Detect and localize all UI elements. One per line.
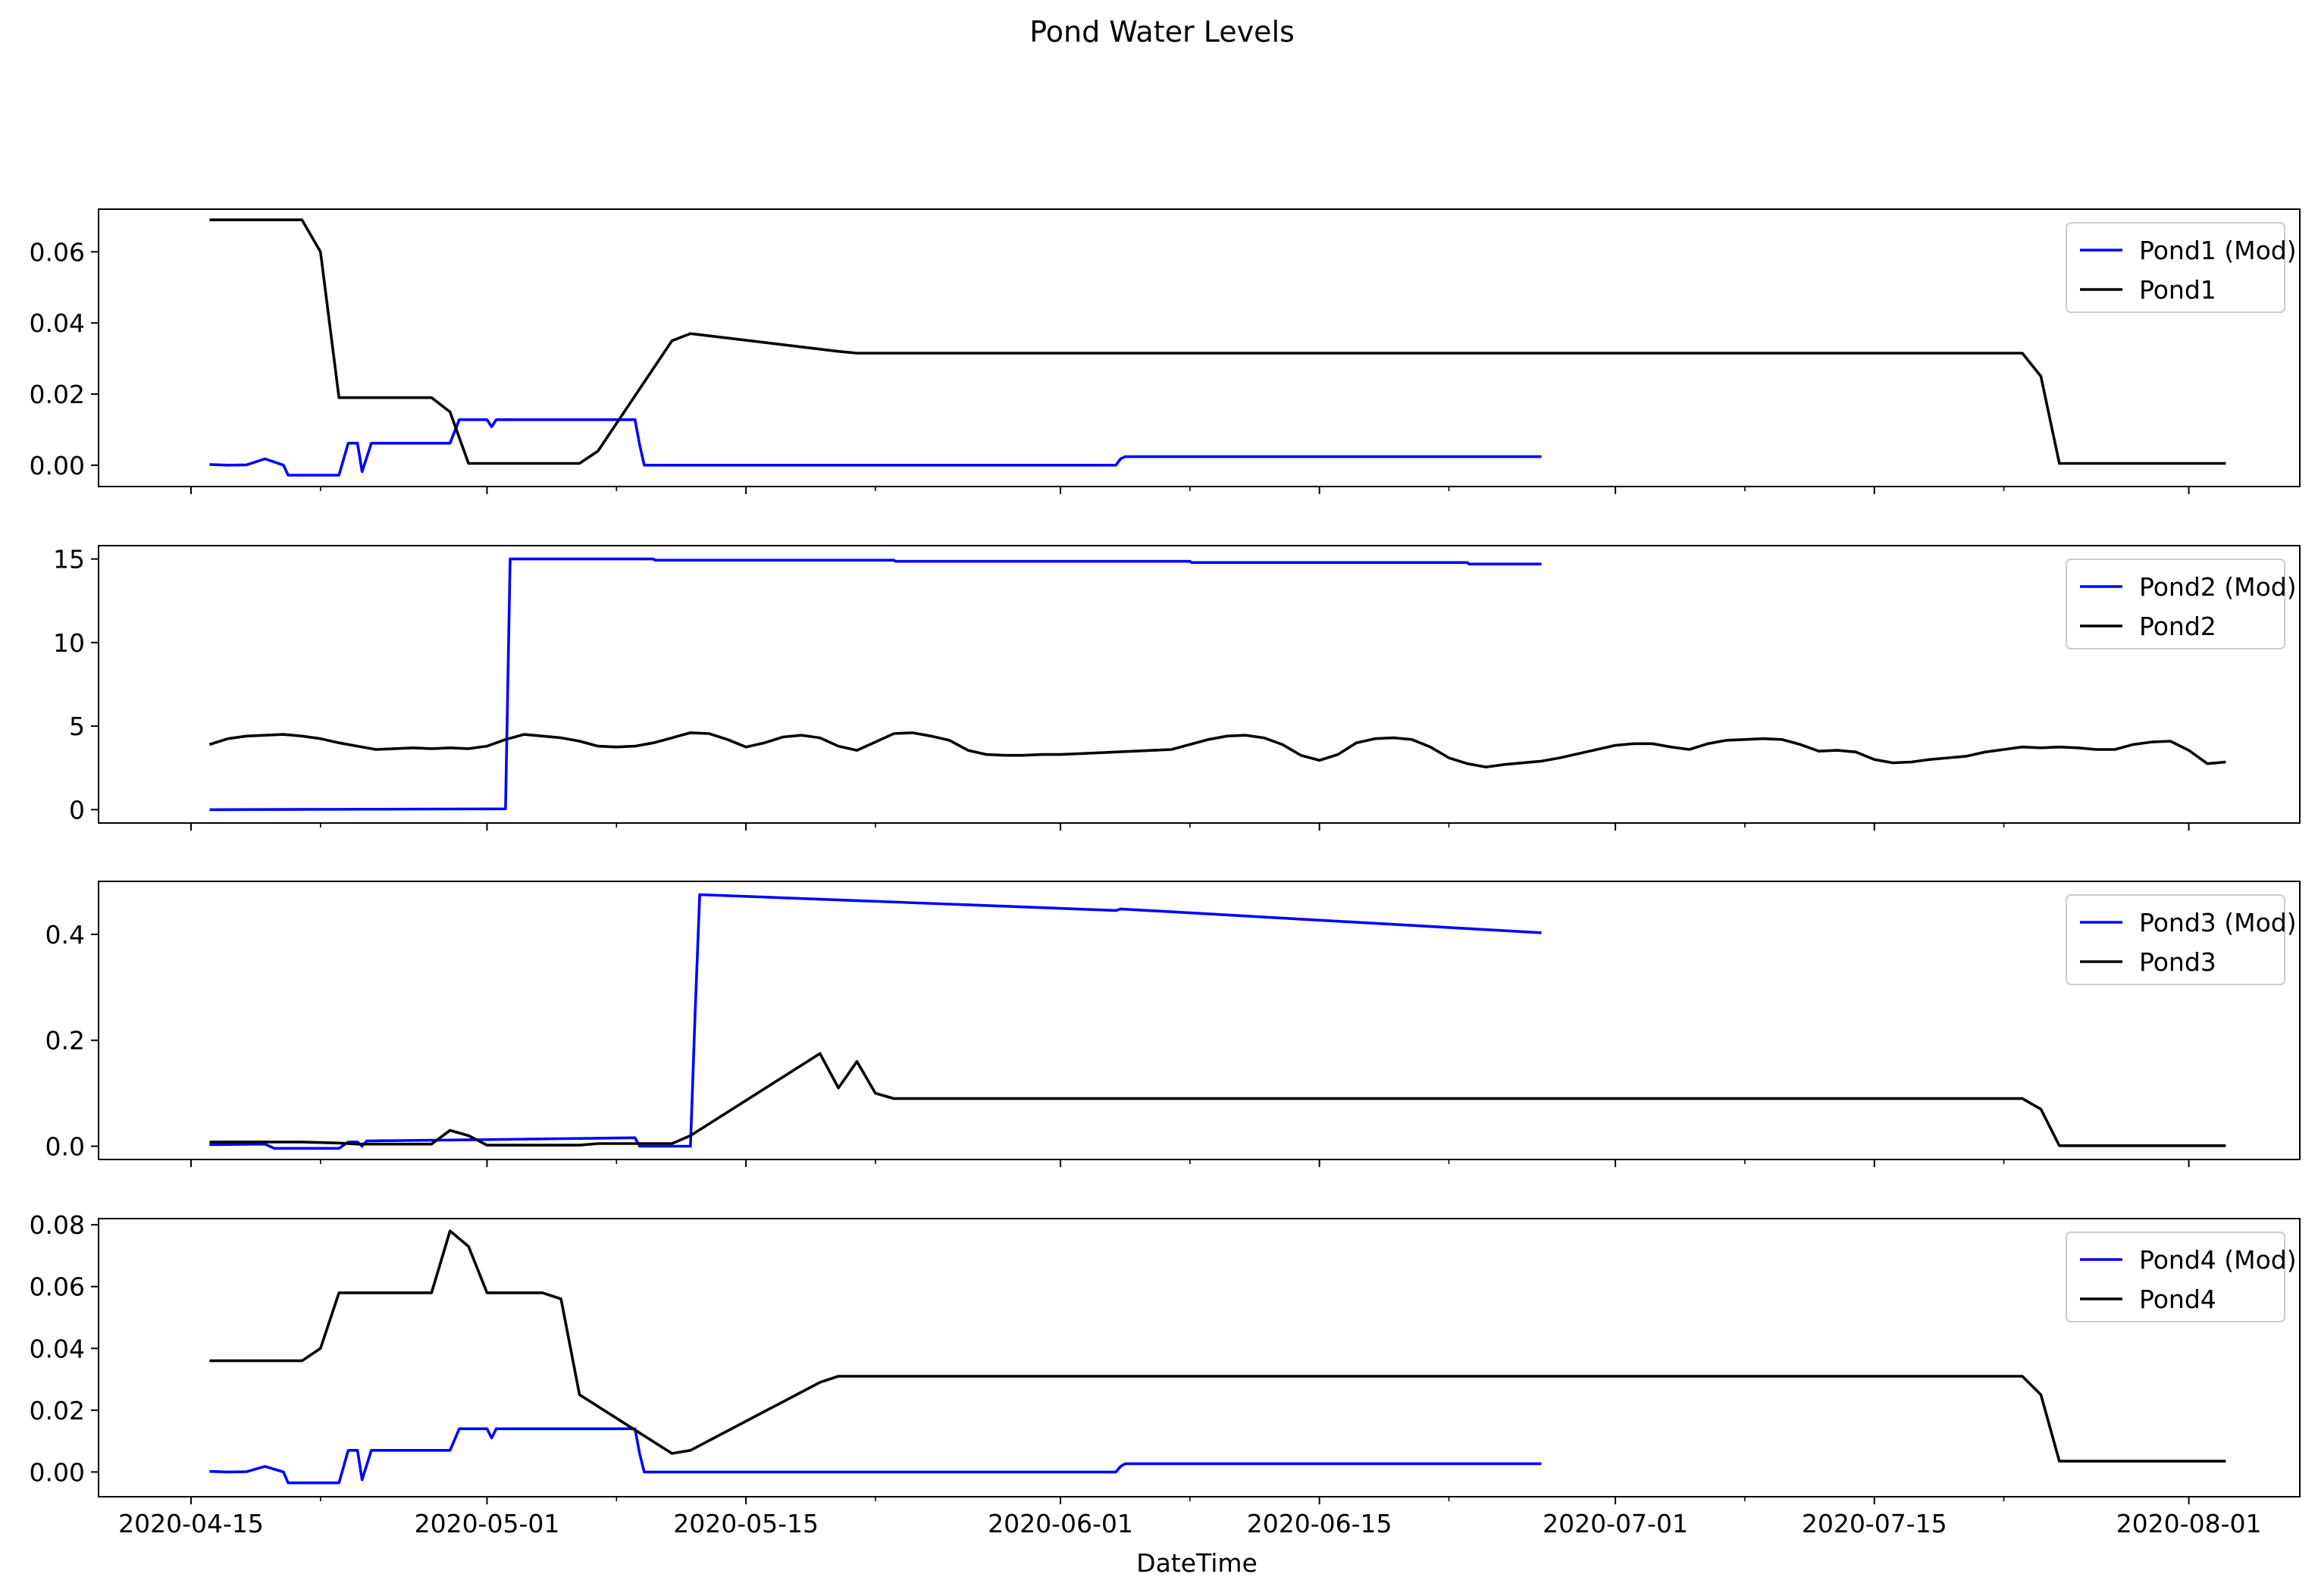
x-tick-label: 2020-05-15 xyxy=(673,1509,819,1538)
x-tick-label: 2020-06-01 xyxy=(988,1509,1133,1538)
y-tick-label: 0.00 xyxy=(30,451,85,480)
series-line-pond1-mod xyxy=(209,418,1542,477)
y-tick-label: 0 xyxy=(69,795,85,825)
y-tick-label: 10 xyxy=(53,628,85,658)
x-tick-label: 2020-08-01 xyxy=(2116,1509,2262,1538)
legend-label: Pond3 xyxy=(2139,947,2216,977)
y-tick-label: 0.0 xyxy=(45,1132,85,1162)
legend-label: Pond4 (Mod) xyxy=(2139,1245,2297,1275)
series-line-pond4 xyxy=(209,1229,2226,1463)
legend-label: Pond1 xyxy=(2139,275,2216,305)
legend: Pond4 (Mod) Pond4 xyxy=(2066,1231,2297,1322)
legend-label: Pond2 xyxy=(2139,612,2216,641)
legend-label: Pond3 (Mod) xyxy=(2139,908,2297,937)
axes-frame xyxy=(98,208,2301,487)
y-tick-label: 5 xyxy=(69,712,85,741)
x-tick-label: 2020-07-01 xyxy=(1543,1509,1688,1538)
y-tick-label: 0.08 xyxy=(30,1210,85,1240)
x-tick-label: 2020-06-15 xyxy=(1247,1509,1392,1538)
series-line-pond3-mod xyxy=(209,893,1542,1150)
subplot-2: 0 5 10 15 Pond2 (Mod) Pond2 xyxy=(53,545,2301,831)
axes-frame xyxy=(98,545,2301,824)
subplot-1: 0.00 0.02 0.04 0.06 Pond1 (Mod) Pond1 xyxy=(30,208,2301,494)
x-tick-label: 2020-05-01 xyxy=(415,1509,560,1538)
legend: Pond1 (Mod) Pond1 xyxy=(2066,222,2297,313)
chart-title: Pond Water Levels xyxy=(1029,15,1295,49)
y-tick-label: 0.04 xyxy=(30,1334,85,1363)
y-tick-label: 0.04 xyxy=(30,308,85,338)
y-tick-label: 0.00 xyxy=(30,1457,85,1487)
legend: Pond2 (Mod) Pond2 xyxy=(2066,559,2297,649)
legend-label: Pond4 xyxy=(2139,1285,2216,1314)
series-line-pond4-mod xyxy=(209,1427,1542,1485)
y-tick-label: 0.06 xyxy=(30,237,85,267)
axes-frame xyxy=(98,1218,2301,1497)
axes-frame xyxy=(98,881,2301,1160)
x-tick-label: 2020-04-15 xyxy=(118,1509,264,1538)
legend: Pond3 (Mod) Pond3 xyxy=(2066,894,2297,985)
y-tick-label: 0.4 xyxy=(45,920,85,950)
subplot-3: 0.0 0.2 0.4 Pond3 (Mod) Pond3 xyxy=(45,881,2301,1167)
y-tick-label: 0.06 xyxy=(30,1272,85,1302)
legend-label: Pond1 (Mod) xyxy=(2139,236,2297,265)
y-tick-label: 0.02 xyxy=(30,380,85,409)
y-tick-label: 15 xyxy=(53,545,85,574)
series-line-pond2-mod xyxy=(209,557,1542,812)
series-line-pond3 xyxy=(209,1052,2226,1147)
subplot-4: 0.00 0.02 0.04 0.06 0.08 2020-04-15 2020-05-01… xyxy=(30,1210,2301,1538)
series-line-pond1 xyxy=(209,218,2226,465)
x-axis-label: DateTime xyxy=(1136,1548,1258,1578)
legend-label: Pond2 (Mod) xyxy=(2139,572,2297,602)
y-tick-label: 0.2 xyxy=(45,1026,85,1056)
series-line-pond2 xyxy=(208,731,2226,768)
x-tick-label: 2020-07-15 xyxy=(1802,1509,1947,1538)
y-tick-label: 0.02 xyxy=(30,1396,85,1425)
